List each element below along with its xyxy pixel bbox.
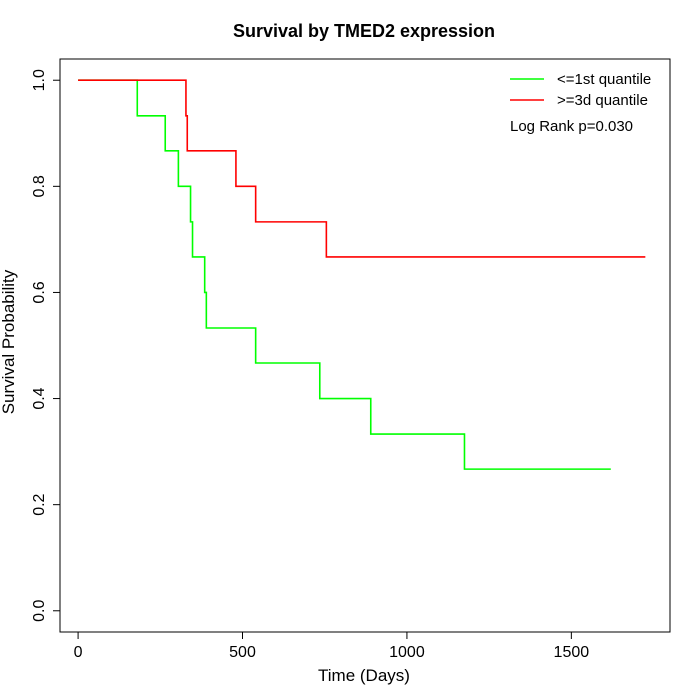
x-tick-label: 1500 [554, 644, 590, 661]
y-axis-label: Survival Probability [0, 269, 18, 414]
survival-curve-series-1 [78, 79, 611, 470]
x-tick-label: 500 [229, 644, 256, 661]
y-tick-label: 0.2 [31, 493, 48, 515]
y-axis: 0.0 0.2 0.4 0.6 0.8 1.0 [31, 69, 61, 622]
series-layer [78, 79, 646, 470]
y-tick-label: 0.6 [31, 281, 48, 303]
y-tick-label: 0.8 [31, 175, 48, 197]
y-tick-label: 1.0 [31, 69, 48, 91]
x-axis: 0 500 1000 1500 [74, 631, 590, 661]
x-axis-label: Time (Days) [318, 666, 410, 685]
chart-title: Survival by TMED2 expression [233, 21, 495, 41]
x-tick-label: 0 [74, 644, 83, 661]
y-tick-label: 0.0 [31, 600, 48, 622]
survival-curve-series-2 [78, 79, 646, 258]
y-tick-label: 0.4 [31, 387, 48, 409]
legend-label-series-2: >=3d quantile [557, 92, 648, 109]
log-rank-annotation: Log Rank p=0.030 [510, 118, 633, 135]
plot-frame [59, 58, 671, 633]
legend: <=1st quantile >=3d quantile [510, 71, 651, 109]
legend-label-series-1: <=1st quantile [557, 71, 651, 88]
x-tick-label: 1000 [389, 644, 425, 661]
